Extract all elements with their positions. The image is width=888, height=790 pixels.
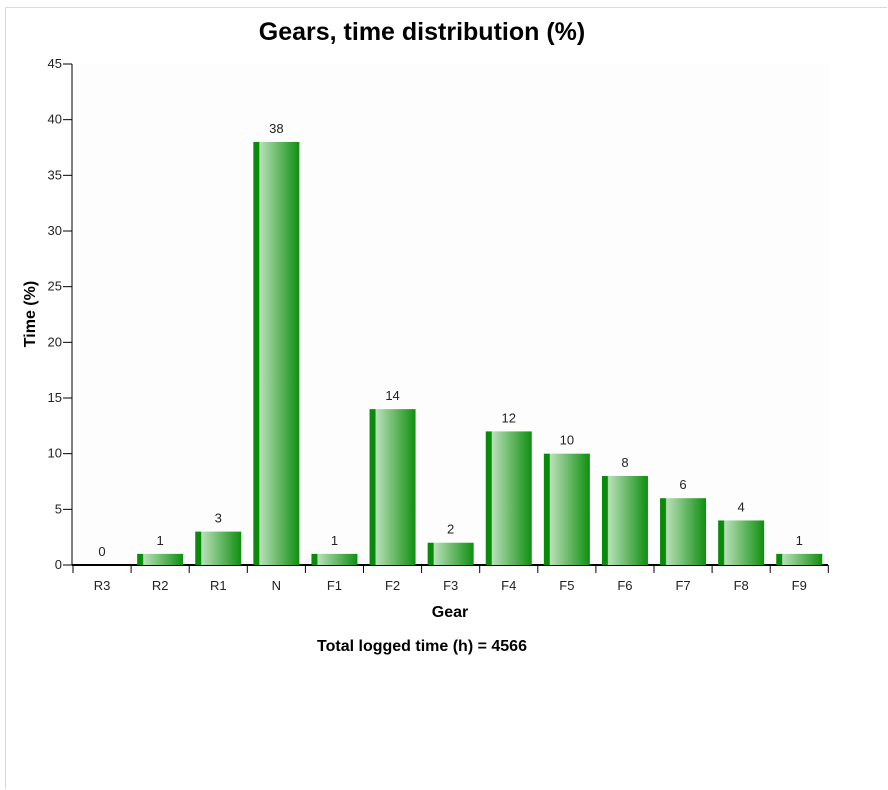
x-tick-label: R1 [210, 578, 227, 593]
y-axis: 0 5 10 15 20 25 30 35 40 45 [48, 56, 73, 572]
x-tick-label: R3 [94, 578, 111, 593]
bar-value-label: 38 [269, 121, 283, 136]
bar-value-label: 2 [447, 522, 454, 537]
y-tick-label: 45 [48, 56, 62, 71]
x-tick-label: F6 [617, 578, 632, 593]
bar-value-label: 0 [98, 544, 105, 559]
x-tick-label: F9 [792, 578, 807, 593]
bar-value-label: 8 [621, 455, 628, 470]
bar [195, 531, 242, 565]
x-tick-label: F7 [675, 578, 690, 593]
bar [718, 520, 765, 565]
bar [485, 431, 532, 565]
bar [311, 553, 358, 565]
x-tick-label: R2 [152, 578, 169, 593]
bars: 0 1 3 38 1 14 2 12 10 8 6 4 1 [98, 121, 823, 565]
y-axis-title: Time (%) [22, 281, 39, 347]
bar-value-label: 1 [796, 533, 803, 548]
bar-value-label: 10 [560, 433, 574, 448]
bar-value-label: 12 [502, 410, 516, 425]
bar [601, 475, 648, 565]
bar-value-label: 3 [215, 511, 222, 526]
bar [427, 542, 474, 565]
bar [137, 553, 184, 565]
y-tick-label: 40 [48, 112, 62, 127]
y-tick-label: 35 [48, 167, 62, 182]
y-tick-label: 5 [55, 501, 62, 516]
x-axis-title: Gear [432, 604, 468, 621]
x-tick-label: F3 [443, 578, 458, 593]
x-tick-label: F1 [327, 578, 342, 593]
chart-frame [5, 7, 887, 789]
x-tick-label: F2 [385, 578, 400, 593]
y-tick-label: 25 [48, 279, 62, 294]
y-tick-label: 0 [55, 557, 62, 572]
y-tick-label: 10 [48, 446, 62, 461]
x-tick-label: F4 [501, 578, 516, 593]
bar [543, 453, 590, 565]
bar [253, 141, 300, 565]
bar-value-label: 6 [679, 477, 686, 492]
bar [776, 553, 823, 565]
bar-value-label: 14 [385, 388, 399, 403]
total-logged-time: Total logged time (h) = 4566 [317, 638, 527, 655]
x-tick-label: F5 [559, 578, 574, 593]
plot-area [72, 64, 828, 566]
bar-value-label: 1 [157, 533, 164, 548]
x-tick-label: F8 [734, 578, 749, 593]
bar [660, 498, 707, 565]
bar [369, 409, 416, 565]
y-tick-label: 30 [48, 223, 62, 238]
x-axis: R3 R2 R1 N F1 F2 F3 F4 F5 F6 F7 F8 F9 [72, 564, 829, 593]
chart-title: Gears, time distribution (%) [259, 18, 585, 46]
y-tick-label: 15 [48, 390, 62, 405]
y-tick-label: 20 [48, 334, 62, 349]
x-tick-label: N [272, 578, 281, 593]
bar-value-label: 4 [738, 499, 745, 514]
bar-value-label: 1 [331, 533, 338, 548]
